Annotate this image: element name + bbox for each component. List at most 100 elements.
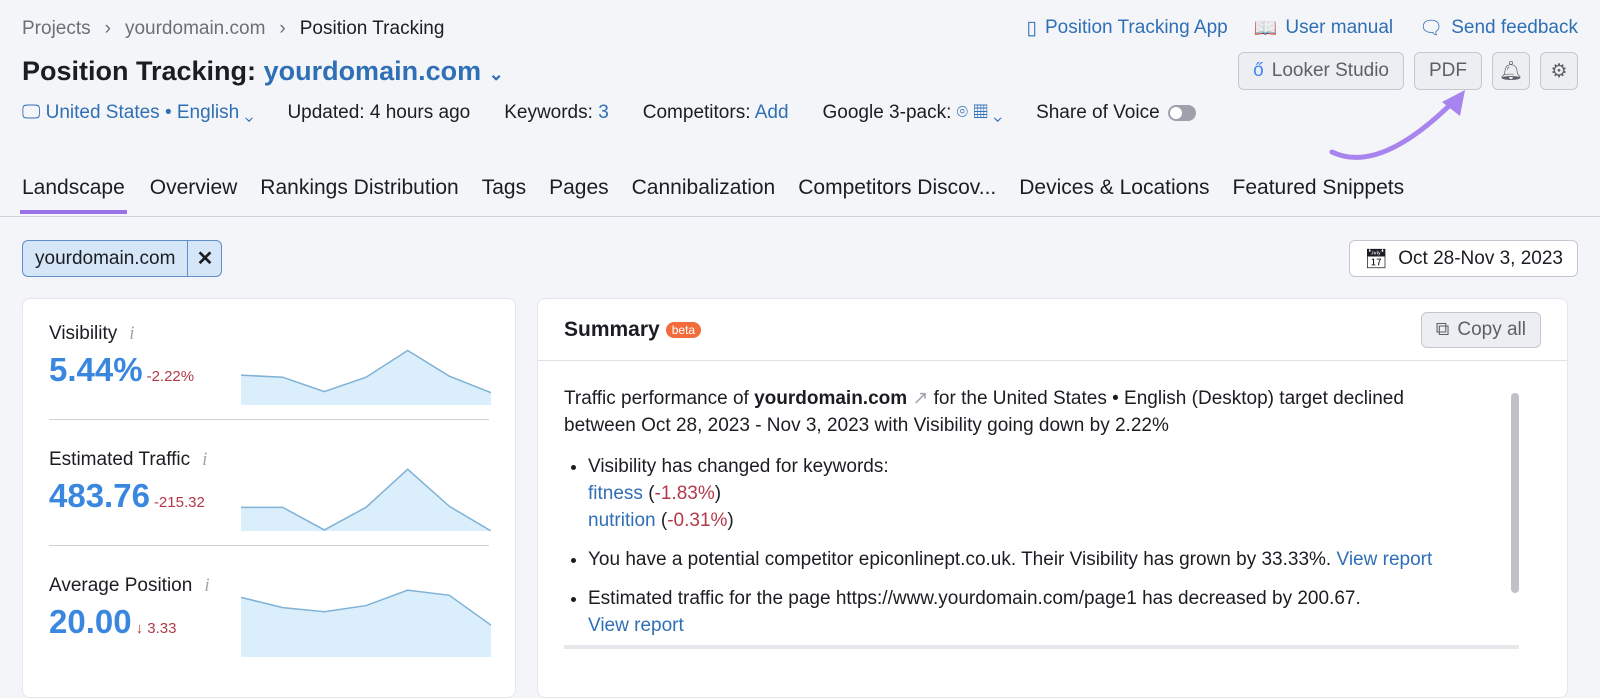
keyword-link[interactable]: fitness xyxy=(588,483,643,504)
copy-all-label: Copy all xyxy=(1457,318,1526,340)
chip-label: yourdomain.com xyxy=(35,247,176,269)
phone-icon: ▯ xyxy=(1026,17,1037,39)
share-of-voice-label: Share of Voice xyxy=(1036,102,1160,123)
close-icon[interactable]: ✕ xyxy=(187,241,221,276)
keywords-count[interactable]: 3 xyxy=(598,102,609,123)
tab-competitors-discov[interactable]: Competitors Discov... xyxy=(798,176,997,199)
chat-icon: 🗨 xyxy=(1419,18,1444,39)
looker-studio-button[interactable]: ő Looker Studio xyxy=(1238,52,1404,90)
page-title: Position Tracking: yourdomain.com ⌄ xyxy=(22,56,504,87)
keywords-label: Keywords: xyxy=(504,102,593,123)
tab-overview[interactable]: Overview xyxy=(149,176,238,199)
info-icon[interactable]: i xyxy=(204,575,210,596)
google-pack-label: Google 3-pack: xyxy=(822,102,952,123)
metric-delta: -215.32 xyxy=(153,494,205,511)
sparkline xyxy=(241,589,491,657)
bullet-text: Visibility has changed for keywords: xyxy=(588,456,889,477)
list-item: Visibility has changed for keywords: fitn… xyxy=(588,453,1472,534)
feedback-label: Send feedback xyxy=(1451,17,1578,38)
breadcrumb-current: Position Tracking xyxy=(299,18,445,39)
project-selector[interactable]: yourdomain.com xyxy=(263,56,482,86)
copy-all-button[interactable]: ⧉ Copy all xyxy=(1420,311,1541,348)
horizontal-scrollbar[interactable] xyxy=(564,645,1519,649)
scrollbar[interactable] xyxy=(1511,393,1519,593)
info-icon[interactable]: i xyxy=(202,449,208,470)
metrics-card: Visibility i 5.44% -2.22% Estimated Traffic i… xyxy=(22,298,516,698)
tab-rankings-distribution[interactable]: Rankings Distribution xyxy=(260,176,459,199)
metric-delta: -2.22% xyxy=(146,368,195,385)
list-item: You have a potential competitor epiconli… xyxy=(588,546,1472,573)
add-competitors-link[interactable]: Add xyxy=(754,102,789,123)
keyword-delta: -1.83% xyxy=(654,483,715,504)
tab-landscape[interactable]: Landscape xyxy=(20,176,127,214)
keyword-link[interactable]: nutrition xyxy=(588,510,656,531)
updated-text: Updated: 4 hours ago xyxy=(287,102,471,123)
breadcrumb-domain[interactable]: yourdomain.com xyxy=(124,18,266,39)
sparkline-area xyxy=(241,590,491,657)
chevron-right-icon: › xyxy=(279,18,286,39)
pdf-button[interactable]: PDF xyxy=(1414,52,1482,90)
position-tracking-app-link[interactable]: ▯ Position Tracking App xyxy=(1027,16,1228,40)
external-link-icon[interactable]: ↗ xyxy=(912,388,929,409)
manual-label: User manual xyxy=(1285,17,1394,38)
chevron-down-icon[interactable]: ⌄ xyxy=(488,64,504,84)
metric-label: Visibility xyxy=(49,323,118,344)
tab-devices-locations[interactable]: Devices & Locations xyxy=(1019,176,1210,199)
tab-tags[interactable]: Tags xyxy=(481,176,527,199)
summary-domain: yourdomain.com xyxy=(754,388,908,409)
calendar-icon: 📅︎ xyxy=(1364,248,1389,270)
metric-divider xyxy=(49,419,489,420)
metric-label: Estimated Traffic xyxy=(49,449,191,470)
list-item: Estimated traffic for the page https://w… xyxy=(588,585,1472,639)
tab-featured-snippets[interactable]: Featured Snippets xyxy=(1232,176,1405,199)
title-prefix: Position Tracking: xyxy=(22,56,257,86)
breadcrumb-projects[interactable]: Projects xyxy=(22,18,91,39)
building-icon[interactable]: ▦ ⌄ xyxy=(973,102,1003,123)
metric-value: 483.76 xyxy=(49,477,150,514)
sparkline xyxy=(241,349,491,405)
view-report-link[interactable]: View report xyxy=(588,615,684,636)
sparkline-line xyxy=(241,349,491,394)
bullet-text: You have a potential competitor epiconli… xyxy=(588,549,1332,570)
chevron-right-icon: › xyxy=(104,18,111,39)
summary-title: Summary xyxy=(564,317,660,341)
sparkline-line xyxy=(241,468,491,531)
beta-badge: beta xyxy=(665,321,702,338)
date-range-label: Oct 28-Nov 3, 2023 xyxy=(1398,247,1563,269)
pin-icon[interactable]: ⌾ xyxy=(956,102,969,123)
user-manual-link[interactable]: 📖 User manual xyxy=(1254,16,1393,40)
sparkline xyxy=(241,468,491,531)
gear-icon[interactable]: ⚙ xyxy=(1540,52,1578,90)
tab-divider xyxy=(0,216,1600,217)
metric-value: 5.44% xyxy=(49,351,143,388)
metric-label: Average Position xyxy=(49,575,193,596)
share-of-voice-toggle[interactable] xyxy=(1167,104,1196,121)
summary-text: Traffic performance of yourdomain.com ↗ … xyxy=(538,361,1498,675)
copy-icon: ⧉ xyxy=(1435,318,1450,340)
sparkline-area xyxy=(241,469,491,531)
book-icon: 📖 xyxy=(1253,18,1278,39)
info-icon[interactable]: i xyxy=(129,323,135,344)
metric-estimated-traffic: Estimated Traffic i 483.76 -215.32 xyxy=(49,449,489,515)
metric-delta: ↓ 3.33 xyxy=(135,620,177,637)
tab-pages[interactable]: Pages xyxy=(549,176,609,199)
location-label: United States • English xyxy=(45,102,240,123)
domain-filter-chip: yourdomain.com ✕ xyxy=(22,240,223,277)
sparkline-line xyxy=(241,589,491,626)
summary-card: Summary beta ⧉ Copy all Traffic performanc… xyxy=(537,298,1568,698)
bullet-text: Estimated traffic for the page https://w… xyxy=(588,588,1361,609)
bell-icon[interactable]: 🔔︎ xyxy=(1492,52,1530,90)
tab-cannibalization[interactable]: Cannibalization xyxy=(631,176,776,199)
send-feedback-link[interactable]: 🗨 Send feedback xyxy=(1419,16,1578,40)
date-range-picker[interactable]: 📅︎ Oct 28-Nov 3, 2023 xyxy=(1349,240,1578,277)
app-link-label: Position Tracking App xyxy=(1045,17,1228,38)
location-selector[interactable]: 🖵 United States • English ⌄ xyxy=(22,102,254,123)
breadcrumb: Projects › yourdomain.com › Position Track… xyxy=(22,18,444,40)
looker-label: Looker Studio xyxy=(1271,60,1389,81)
view-report-link[interactable]: View report xyxy=(1336,549,1433,570)
intro-text-2: for the United States • English (Desktop… xyxy=(564,388,1404,436)
competitors-label: Competitors: xyxy=(642,102,751,123)
looker-icon: ő xyxy=(1253,60,1264,81)
annotation-arrow xyxy=(1329,90,1465,160)
metric-divider xyxy=(49,545,489,546)
